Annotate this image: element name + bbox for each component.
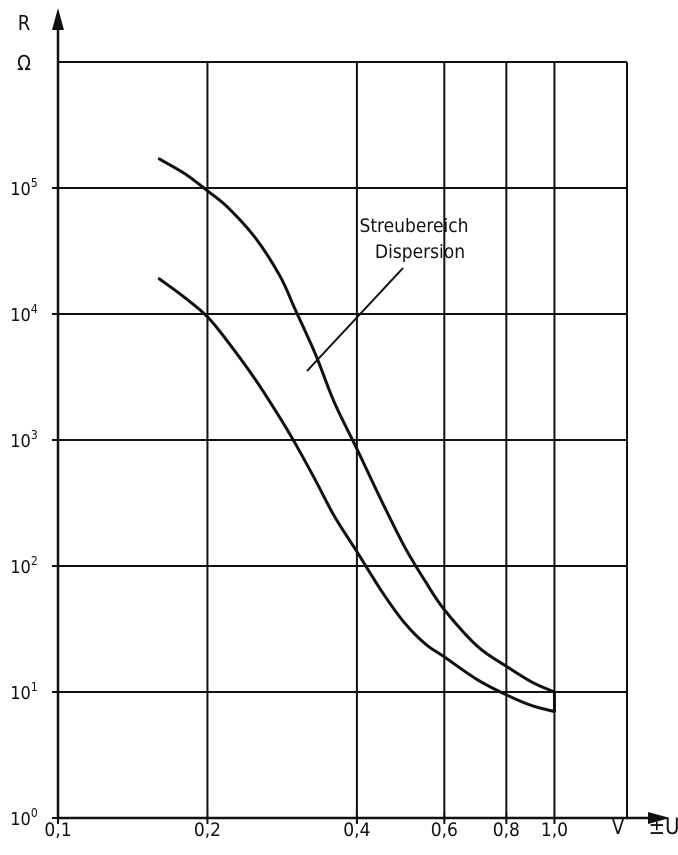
x-axis-arrow (648, 812, 670, 824)
x-axis-unit: V (612, 815, 625, 839)
x-tick-label: 1,0 (541, 819, 568, 841)
y-tick-label: 104 (10, 302, 38, 326)
series-lower-curve (157, 277, 556, 714)
y-axis-label: R (18, 11, 31, 35)
annotation-line-2: Dispersion (375, 241, 465, 263)
x-tick-label: 0,6 (431, 819, 458, 841)
x-tick-label: 0,1 (44, 819, 71, 841)
annotation-line-1: Streubereich (360, 215, 469, 237)
x-tick-label: 0,8 (493, 819, 520, 841)
series-group (157, 157, 556, 714)
y-axis-unit: Ω (17, 51, 31, 75)
axes (52, 8, 670, 824)
grid (58, 61, 628, 818)
series-upper-curve (157, 157, 556, 694)
y-axis-arrow (52, 8, 64, 30)
y-tick-label: 101 (10, 680, 37, 704)
y-tick-label: 102 (10, 554, 37, 578)
x-axis-label: ±U (648, 815, 678, 840)
tick-labels: 0,1 0,2 0,4 0,6 0,8 1,0 100 101 102 103 104 105 (10, 176, 568, 841)
y-tick-label: 105 (10, 176, 37, 200)
y-tick-label: 103 (10, 428, 37, 452)
annotation-leader (306, 267, 404, 372)
x-tick-label: 0,4 (343, 819, 370, 841)
x-tick-label: 0,2 (194, 819, 221, 841)
y-tick-label: 100 (10, 806, 38, 830)
